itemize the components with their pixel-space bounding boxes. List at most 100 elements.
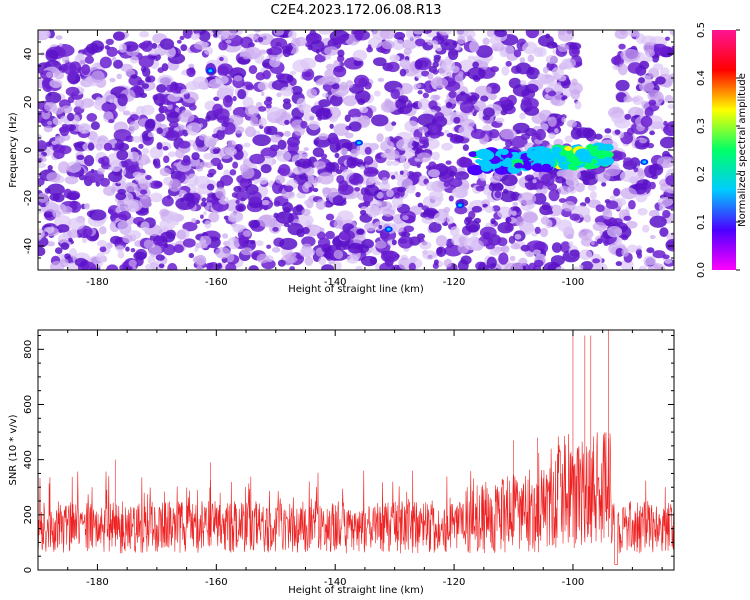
spectrogram-cell <box>255 72 266 81</box>
spectrogram-cell <box>175 197 196 210</box>
spectrogram-cell <box>496 206 512 219</box>
spectrogram-cell <box>45 200 57 209</box>
spectrogram-cell <box>195 163 204 172</box>
spectrogram-cell <box>130 248 136 253</box>
spectrogram-cell <box>257 106 267 112</box>
spectrogram-cell <box>615 261 623 267</box>
spectrogram-cell <box>284 185 294 193</box>
spectrogram-cell <box>143 239 154 249</box>
colorbar-tick-label: 0.2 <box>696 166 707 182</box>
spectrogram-cell <box>352 49 368 62</box>
spectrogram-cell <box>446 216 455 225</box>
spectrogram-cell <box>276 150 292 162</box>
spectrogram-cell <box>659 227 669 238</box>
spectrogram-cell <box>315 199 326 210</box>
spectrogram-cell <box>157 74 174 86</box>
spectrogram-cell <box>287 142 299 154</box>
spectrogram-cell <box>475 185 485 192</box>
spectrogram-cell <box>566 234 574 240</box>
spectrogram-cell <box>166 194 171 200</box>
spectrogram-cell <box>614 30 629 40</box>
spectrogram-cell <box>648 209 660 218</box>
y-tick-label: 400 <box>23 450 34 469</box>
spectrogram-cell <box>182 238 196 248</box>
spectrogram-cell <box>527 54 535 63</box>
spectrogram-cell <box>592 262 608 270</box>
spectrogram-cell <box>620 187 637 200</box>
spectrogram-cell <box>118 43 127 53</box>
spectrogram-cell <box>225 95 233 103</box>
spectrogram-cell <box>532 179 537 184</box>
spectrogram-cell <box>534 226 541 235</box>
spectrogram-cell <box>472 61 480 69</box>
spectrogram-cell <box>639 60 650 70</box>
spectrogram-cell <box>609 195 616 200</box>
spectrogram-cell <box>125 246 130 252</box>
spectrogram-cell <box>501 174 518 187</box>
spectrogram-band-cell <box>590 159 599 164</box>
spectrogram-cell <box>628 200 636 210</box>
spectrogram-cell <box>130 74 138 79</box>
spectrogram-cell <box>454 135 465 143</box>
spectrogram-cell <box>467 224 479 233</box>
spectrogram-cell <box>46 172 61 183</box>
spectrogram-cell <box>265 104 272 109</box>
spectrogram-cell <box>256 253 269 264</box>
spectrogram-cell <box>569 42 582 51</box>
spectrogram-cell <box>289 70 297 76</box>
spectrogram-cell <box>614 151 627 160</box>
spectrogram-cell <box>417 90 423 95</box>
spectrogram-cell <box>482 37 490 46</box>
spectrogram-cell <box>125 182 137 193</box>
spectrogram-cell <box>54 70 65 80</box>
spectrogram-cell <box>350 148 359 158</box>
spectrogram-cell <box>159 208 170 217</box>
spectrogram-cell <box>99 226 107 235</box>
spectrogram-cell <box>568 82 583 95</box>
spectrogram-cell <box>252 134 271 147</box>
spectrogram-cell <box>392 39 405 51</box>
spectrogram-cell <box>644 56 654 63</box>
spectrogram-cell <box>325 63 335 71</box>
spectrogram-cell <box>555 176 565 184</box>
spectrogram-y-ticks: -40 -20 0 20 40 <box>23 29 674 271</box>
spectrogram-cell <box>417 202 424 208</box>
spectrogram-spot-core <box>208 69 213 73</box>
spectrogram-cell <box>312 187 319 193</box>
spectrogram-cell <box>217 63 233 75</box>
spectrogram-cell <box>97 167 105 175</box>
spectrogram-cell <box>284 119 290 125</box>
spectrogram-cell <box>502 188 509 194</box>
spectrogram-cell <box>536 188 542 194</box>
spectrogram-cell <box>45 141 52 147</box>
spectrogram-cell <box>403 161 411 170</box>
spectrogram-spot-core <box>642 160 647 164</box>
y-tick-label: 200 <box>23 505 34 524</box>
spectrogram-cell <box>417 83 422 89</box>
spectrogram-cell <box>551 242 562 253</box>
colorbar-tick-label: 0.5 <box>696 22 707 38</box>
spectrogram-cell <box>217 115 230 124</box>
spectrogram-cell <box>218 41 228 51</box>
spectrogram-cell <box>180 88 189 95</box>
spectrogram-cell <box>454 171 470 181</box>
x-tick-label: -140 <box>324 577 347 588</box>
spectrogram-cell <box>537 72 546 82</box>
spectrogram-cell <box>247 190 262 204</box>
snr-panel: -180 -160 -140 -120 -100 0 200 400 600 800 Heigh… <box>8 329 675 596</box>
spectrogram-cell <box>284 252 298 264</box>
spectrogram-cell <box>277 139 287 150</box>
spectrogram-cell <box>389 54 401 62</box>
spectrogram-cell <box>104 45 110 50</box>
spectrogram-cell <box>334 152 340 159</box>
spectrogram-cell <box>416 163 421 168</box>
spectrogram-cell <box>489 249 500 256</box>
spectrogram-cell <box>139 189 148 195</box>
spectrogram-cell <box>581 170 588 178</box>
spectrogram-cell <box>60 105 73 114</box>
spectrogram-cell <box>282 98 291 104</box>
spectrogram-cell <box>188 63 195 69</box>
spectrogram-cell <box>180 159 192 166</box>
spectrogram-cell <box>204 162 213 169</box>
spectrogram-cell <box>449 226 460 237</box>
